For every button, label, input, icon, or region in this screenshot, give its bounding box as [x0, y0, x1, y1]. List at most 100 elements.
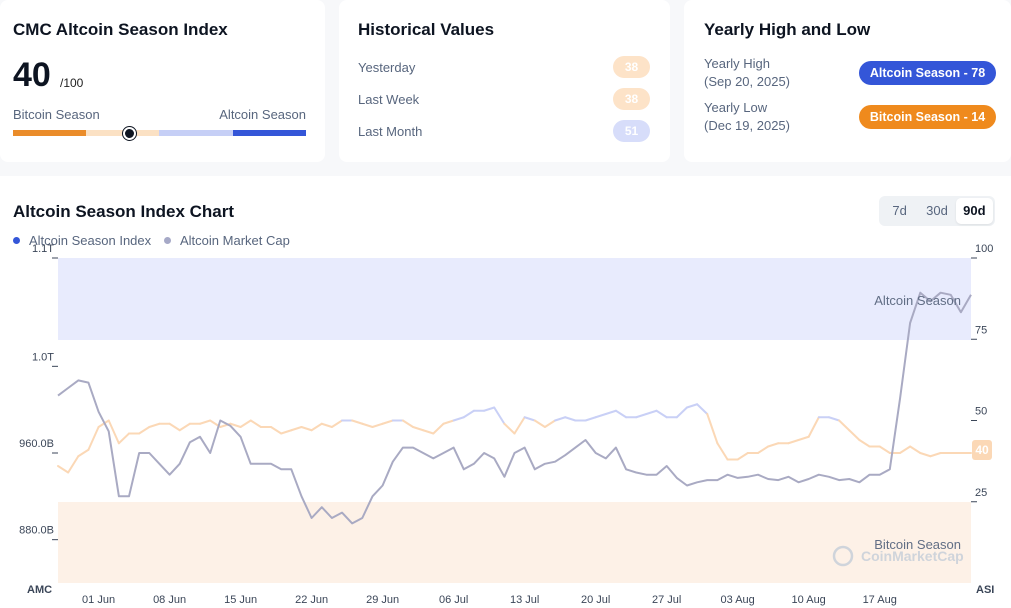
- yearly-low-label: Yearly Low: [704, 100, 768, 115]
- historical-row-value: 51: [613, 120, 650, 142]
- asi-line-segment: [361, 422, 374, 428]
- asi-line-segment: [919, 452, 932, 458]
- asi-line-segment: [614, 409, 628, 419]
- current-value-text: 40: [975, 443, 989, 457]
- altcoin-season-chart-card: Altcoin Season Index Chart Altcoin Seaso…: [0, 176, 1011, 608]
- yearly-high-badge: Altcoin Season - 78: [859, 61, 996, 85]
- asi-line-segment: [756, 445, 770, 454]
- asi-line-segment: [330, 419, 344, 428]
- asi-line-segment: [523, 416, 536, 422]
- left-axis-tick-label: 1.1T: [32, 243, 54, 255]
- asi-line-segment: [909, 445, 922, 454]
- altcoin-season-zone: [58, 258, 971, 340]
- asi-line-segment: [929, 452, 942, 458]
- asi-line-segment: [483, 406, 496, 412]
- legend-label: Altcoin Market Cap: [180, 233, 290, 248]
- x-axis-tick-label: 15 Jun: [224, 594, 257, 606]
- asi-line-segment: [848, 429, 861, 441]
- asi-line-segment: [675, 406, 688, 419]
- legend-dot-icon: [13, 237, 20, 244]
- chart-plot[interactable]: 1.1T 1.0T 960.0B 880.0B 100 75 50 25 01 Jun 08 …: [0, 176, 1011, 608]
- asi-line-segment: [594, 413, 607, 419]
- bitcoin-season-zone: [58, 502, 971, 583]
- asi-line-segment: [827, 416, 841, 422]
- asi-line-segment: [290, 426, 303, 432]
- x-axis-tick-label: 29 Jun: [366, 594, 399, 606]
- asi-line-segment: [432, 422, 445, 435]
- asi-line-segment: [77, 448, 90, 458]
- zone-label-altcoin-season: Altcoin Season: [874, 293, 961, 308]
- asi-line-segment: [401, 419, 415, 428]
- x-axis-tick-label: 08 Jun: [153, 594, 186, 606]
- left-axis-tick-label: 960.0B: [19, 438, 54, 450]
- asi-line-segment: [107, 419, 120, 445]
- coinmarketcap-watermark: CoinMarketCap: [832, 545, 964, 567]
- asi-line-segment: [604, 409, 617, 415]
- asi-line-segment: [685, 403, 699, 409]
- asi-line-segment: [351, 419, 364, 425]
- index-value: 40: [13, 56, 51, 94]
- series-altcoin-season-index: [57, 403, 972, 474]
- yearly-low-badge: Bitcoin Season - 14: [859, 105, 996, 129]
- asi-line-segment: [280, 429, 293, 435]
- historical-title: Historical Values: [358, 20, 495, 39]
- legend-label: Altcoin Season Index: [29, 233, 152, 248]
- asi-line-segment: [462, 409, 475, 419]
- legend-dot-icon: [164, 237, 171, 244]
- asi-line-segment: [199, 419, 212, 425]
- asi-line-segment: [635, 413, 648, 419]
- yearly-low-date: (Dec 19, 2025): [704, 118, 790, 133]
- index-card-title: CMC Altcoin Season Index: [13, 20, 228, 39]
- asi-line-segment: [87, 426, 100, 451]
- right-axis-tick-label: 50: [975, 406, 987, 418]
- asi-line-segment: [513, 416, 526, 435]
- asi-line-segment: [858, 439, 871, 448]
- asi-line-segment: [442, 419, 455, 425]
- historical-row-label: Last Month: [358, 124, 423, 139]
- altcoin-season-label: Altcoin Season: [219, 107, 306, 122]
- asi-line-segment: [736, 452, 749, 461]
- x-axis-tick-label: 20 Jul: [581, 594, 610, 606]
- range-button-90d[interactable]: 90d: [955, 198, 993, 224]
- asi-line-segment: [239, 419, 252, 428]
- zone-label-bitcoin-season: Bitcoin Season: [874, 537, 961, 552]
- asi-line-segment: [655, 409, 668, 419]
- asi-line-segment: [178, 422, 191, 432]
- asi-line-segment: [229, 422, 242, 428]
- asi-line-segment: [320, 422, 333, 428]
- historical-row-label: Yesterday: [358, 60, 416, 75]
- asi-line-segment: [716, 442, 729, 461]
- asi-line-segment: [503, 422, 516, 435]
- asi-line-segment: [533, 419, 546, 428]
- x-axis-tick-label: 03 Aug: [721, 594, 755, 606]
- asi-line-segment: [97, 419, 110, 428]
- asi-line-segment: [696, 403, 709, 415]
- legend-item-altcoin-season-index[interactable]: Altcoin Season Index: [13, 233, 151, 248]
- asi-line-segment: [300, 426, 313, 432]
- asi-line-segment: [422, 429, 435, 435]
- yearly-high-date: (Sep 20, 2025): [704, 74, 791, 89]
- legend-item-altcoin-market-cap[interactable]: Altcoin Market Cap: [164, 233, 290, 248]
- range-button-30d[interactable]: 30d: [926, 203, 948, 218]
- asi-line-segment: [554, 416, 567, 422]
- x-axis-tick-label: 27 Jul: [652, 594, 681, 606]
- asi-line-segment: [148, 422, 161, 428]
- left-axis-tick-label: 1.0T: [32, 351, 54, 363]
- x-axis-tick-label: 22 Jun: [295, 594, 328, 606]
- asi-line-segment: [270, 426, 283, 435]
- asi-line-segment: [138, 426, 151, 435]
- asi-line-segment: [807, 416, 820, 438]
- range-button-7d[interactable]: 7d: [892, 203, 907, 218]
- asi-line-segment: [645, 409, 658, 415]
- yearly-title: Yearly High and Low: [704, 20, 871, 39]
- historical-row-yesterday: Yesterday 38: [358, 56, 650, 78]
- current-value-badge: [972, 440, 992, 460]
- historical-row-value: 38: [613, 56, 650, 78]
- x-axis-tick-label: 17 Aug: [863, 594, 897, 606]
- time-range-selector: 7d 30d 90d: [879, 196, 995, 226]
- left-axis-name: AMC: [27, 584, 52, 596]
- asi-line-segment: [371, 422, 384, 428]
- yearly-high-low-card: Yearly High and Low Yearly High (Sep 20,…: [684, 0, 1011, 162]
- right-axis-tick-label: 75: [975, 324, 987, 336]
- asi-line-segment: [452, 416, 465, 422]
